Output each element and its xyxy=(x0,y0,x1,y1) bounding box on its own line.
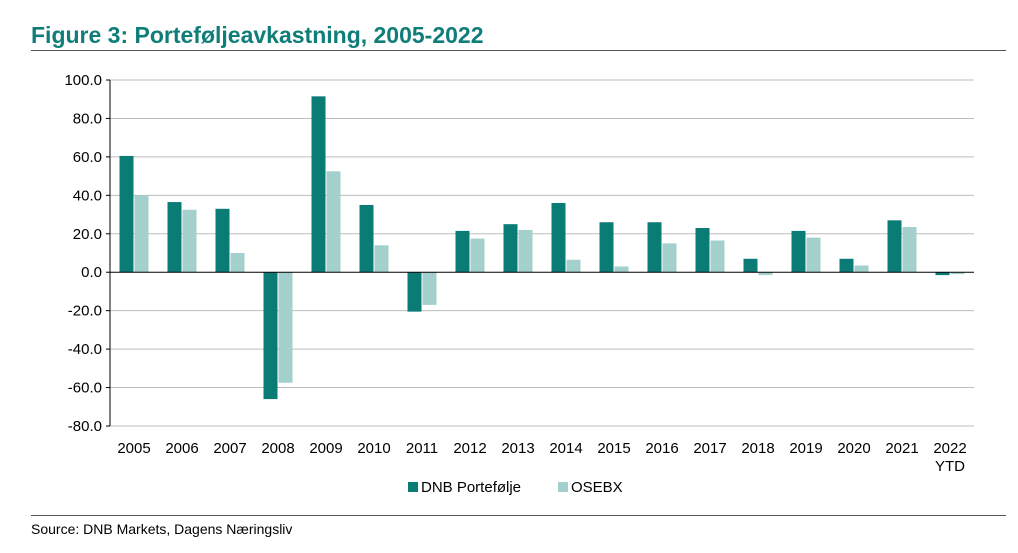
bar-osebx xyxy=(470,238,485,273)
x-tick-label: 2019 xyxy=(789,440,822,457)
bar-osebx xyxy=(854,265,869,273)
x-tick-label: 2012 xyxy=(453,440,486,457)
x-tick-label: 2013 xyxy=(501,440,534,457)
bar-dnb-portefolje xyxy=(167,202,182,273)
bar-dnb-portefolje xyxy=(311,96,326,273)
x-tick-label: 2014 xyxy=(549,440,582,457)
bar-dnb-portefolje xyxy=(119,155,134,273)
source-note: Source: DNB Markets, Dagens Næringsliv xyxy=(31,521,293,537)
bar-osebx xyxy=(902,227,917,273)
y-tick-label: 60.0 xyxy=(73,149,102,166)
bar-osebx xyxy=(422,272,437,305)
x-tick-label: YTD xyxy=(935,458,965,475)
x-tick-label: 2007 xyxy=(213,440,246,457)
bar-dnb-portefolje xyxy=(407,272,422,312)
legend-osebx-label: OSEBX xyxy=(571,479,623,496)
figure-title: Figure 3: Porteføljeavkastning, 2005-202… xyxy=(31,22,484,48)
y-tick-label: -40.0 xyxy=(68,341,102,358)
bar-osebx xyxy=(518,229,533,273)
x-tick-label: 2017 xyxy=(693,440,726,457)
bar-osebx xyxy=(374,245,389,273)
bar-dnb-portefolje xyxy=(551,203,566,273)
legend-osebx-swatch xyxy=(558,482,568,492)
y-tick-label: -60.0 xyxy=(68,380,102,397)
bar-dnb-portefolje xyxy=(599,222,614,273)
bar-osebx xyxy=(278,272,293,383)
bar-dnb-portefolje xyxy=(503,224,518,273)
x-tick-label: 2016 xyxy=(645,440,678,457)
x-tick-label: 2005 xyxy=(117,440,150,457)
bar-osebx xyxy=(806,237,821,273)
x-tick-label: 2021 xyxy=(885,440,918,457)
legend-dnb-portefolje-swatch xyxy=(408,482,418,492)
legend: DNB Portefølje OSEBX xyxy=(408,479,623,496)
bar-dnb-portefolje xyxy=(839,258,854,273)
bar-osebx xyxy=(326,171,341,273)
x-tick-label: 2011 xyxy=(406,440,438,457)
bar-dnb-portefolje xyxy=(935,272,950,276)
bar-osebx xyxy=(614,266,629,273)
bars xyxy=(119,96,965,400)
y-tick-label: 40.0 xyxy=(73,187,102,204)
bar-osebx xyxy=(230,253,245,273)
y-tick-label: 20.0 xyxy=(73,226,102,243)
bar-osebx xyxy=(662,243,677,273)
x-tick-label: 2015 xyxy=(597,440,630,457)
bar-osebx xyxy=(758,272,773,276)
legend-dnb-portefolje-label: DNB Portefølje xyxy=(421,479,521,496)
bar-dnb-portefolje xyxy=(743,258,758,273)
bar-dnb-portefolje xyxy=(695,228,710,273)
y-tick-label: 100.0 xyxy=(64,72,102,89)
bar-dnb-portefolje xyxy=(215,208,230,273)
top-rule xyxy=(31,50,1006,51)
x-tick-label: 2010 xyxy=(357,440,390,457)
bar-osebx xyxy=(134,195,149,273)
x-tick-label: 2022 xyxy=(933,440,966,457)
y-tick-label: 80.0 xyxy=(73,110,102,127)
bar-osebx xyxy=(710,240,725,273)
bar-dnb-portefolje xyxy=(791,230,806,273)
y-tick-label: -80.0 xyxy=(68,418,102,435)
x-tick-label: 2009 xyxy=(309,440,342,457)
gridlines xyxy=(110,79,974,427)
x-tick-label: 2006 xyxy=(165,440,198,457)
bar-dnb-portefolje xyxy=(455,230,470,273)
x-tick-label: 2018 xyxy=(741,440,774,457)
x-tick-label: 2008 xyxy=(261,440,294,457)
bar-osebx xyxy=(182,209,197,273)
bar-dnb-portefolje xyxy=(887,220,902,273)
axes: 100.0 80.0 60.0 40.0 20.0 0.0 -20.0 -40.0 -60.0 -… xyxy=(64,72,974,475)
bar-osebx xyxy=(950,272,965,275)
bottom-rule xyxy=(31,515,1006,516)
bar-dnb-portefolje xyxy=(359,204,374,273)
bar-osebx xyxy=(566,259,581,273)
bar-dnb-portefolje xyxy=(647,222,662,273)
x-tick-label: 2020 xyxy=(837,440,870,457)
y-tick-label: 0.0 xyxy=(81,264,102,281)
y-tick-label: -20.0 xyxy=(68,303,102,320)
bar-chart: 100.0 80.0 60.0 40.0 20.0 0.0 -20.0 -40.0 -60.0 -… xyxy=(64,72,974,496)
bar-dnb-portefolje xyxy=(263,272,278,400)
